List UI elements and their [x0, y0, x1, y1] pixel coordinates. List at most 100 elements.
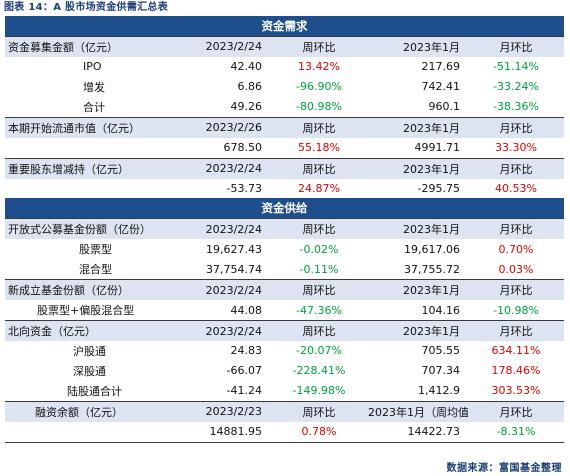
row-label: 混合型 — [79, 263, 112, 277]
header-cell: 融资余额（亿元） — [5, 400, 170, 422]
row-label: 沪股通 — [73, 344, 106, 358]
section-title: 资金需求 — [5, 16, 565, 37]
section-supply: 资金供给 — [5, 198, 565, 219]
cell: 1,412.9 — [418, 384, 460, 398]
table-row: 股票型+偏股混合型 44.08 -47.36% 104.16 -10.98% — [5, 300, 564, 320]
header-cell: 月环比 — [468, 320, 565, 341]
row-label: 股票型 — [79, 243, 112, 257]
header-cell: 2023年1月 — [368, 218, 468, 240]
cell: 13.42% — [298, 60, 340, 74]
header-cell: 周环比 — [270, 218, 368, 240]
cell: -66.07 — [226, 364, 262, 378]
table-row: 合计 49.26 -80.98% 960.1 -38.36% — [5, 97, 564, 117]
header-cell: 周环比 — [270, 35, 368, 57]
cell: 49.26 — [230, 100, 263, 114]
table-row: -53.73 24.87% -295.75 40.53% — [5, 179, 564, 199]
cell: -80.98% — [296, 100, 342, 114]
cell: 37,754.74 — [206, 262, 262, 276]
row-label — [5, 421, 170, 443]
cell: -33.24% — [493, 80, 539, 94]
header-cell: 2023年1月（周均值） — [368, 400, 468, 422]
cell: -149.98% — [292, 384, 346, 398]
table-row: IPO 42.40 13.42% 217.69 -51.14% — [5, 57, 564, 77]
cell: 707.34 — [421, 364, 461, 378]
cell: -38.36% — [493, 100, 539, 114]
header-cell: 2023/2/24 — [170, 320, 270, 341]
table-row: 678.50 55.18% 4991.71 33.30% — [5, 138, 564, 158]
header-row-holder: 重要股东增减持（亿元） 2023/2/24 周环比 2023年1月 月环比 — [5, 157, 565, 179]
row-label: 陆股通合计 — [67, 384, 122, 398]
cell: -295.75 — [417, 181, 460, 195]
cell: -53.73 — [226, 181, 262, 195]
header-cell: 月环比 — [468, 400, 565, 422]
cell: 6.86 — [237, 80, 263, 94]
header-row-fundraise: 资金募集金额（亿元） 2023/2/24 周环比 2023年1月 月环比 — [5, 35, 565, 57]
figure-caption: 图表 14：A 股市场资金供需汇总表 — [4, 2, 169, 13]
header-cell: 2023/2/24 — [170, 157, 270, 179]
table-row: 14881.95 0.78% 14422.73 -8.31% — [5, 421, 565, 443]
cell: 0.78% — [270, 421, 368, 443]
cell: 24.83 — [230, 344, 263, 358]
header-cell: 月环比 — [468, 35, 565, 57]
header-cell: 周环比 — [270, 400, 368, 422]
row-label — [5, 138, 170, 158]
cell: -47.36% — [296, 303, 342, 317]
cell: 33.30% — [495, 141, 537, 155]
cell: 0.03% — [498, 262, 534, 276]
cell: 705.55 — [421, 344, 461, 358]
cell: 178.46% — [491, 364, 541, 378]
header-cell: 2023年1月 — [368, 157, 468, 179]
cell: 19,627.43 — [206, 242, 262, 256]
header-cell: 2023/2/24 — [170, 218, 270, 240]
cell: 42.40 — [230, 60, 263, 74]
cell: -0.11% — [299, 262, 339, 276]
row-label: 增发 — [83, 80, 105, 94]
cell: 14422.73 — [368, 421, 468, 443]
table-row: 沪股通 24.83 -20.07% 705.55 634.11% — [5, 341, 564, 361]
header-row-openfund: 开放式公募基金份额（亿份） 2023/2/24 周环比 2023年1月 月环比 — [5, 218, 565, 240]
cell: 217.69 — [421, 60, 461, 74]
cell: 104.16 — [421, 303, 461, 317]
header-row-unlock: 本期开始流通市值（亿元） 2023/2/26 周环比 2023年1月 月环比 — [5, 116, 565, 138]
table-row: 混合型 37,754.74 -0.11% 37,755.72 0.03% — [5, 259, 564, 279]
cell: 742.41 — [421, 80, 461, 94]
header-row-northbound: 北向资金（亿元） 2023/2/24 周环比 2023年1月 月环比 — [5, 320, 565, 341]
header-cell: 周环比 — [270, 116, 368, 138]
fund-supply-demand-table: 资金需求 资金募集金额（亿元） 2023/2/24 周环比 2023年1月 月环… — [5, 16, 565, 443]
header-cell: 月环比 — [468, 279, 565, 301]
section-title: 资金供给 — [5, 198, 565, 219]
cell: -8.31% — [468, 421, 565, 443]
header-cell: 开放式公募基金份额（亿份） — [5, 218, 170, 240]
cell: -10.98% — [493, 303, 539, 317]
header-cell: 新成立基金份额（亿份） — [5, 279, 170, 301]
header-cell: 周环比 — [270, 320, 368, 341]
header-cell: 2023/2/23 — [170, 400, 270, 422]
header-cell: 月环比 — [468, 218, 565, 240]
header-cell: 2023/2/24 — [170, 35, 270, 57]
cell: -96.90% — [296, 80, 342, 94]
header-cell: 周环比 — [270, 157, 368, 179]
row-label: 股票型+偏股混合型 — [37, 304, 135, 318]
cell: 24.87% — [298, 181, 340, 195]
header-cell: 重要股东增减持（亿元） — [5, 157, 170, 179]
cell: -41.24 — [226, 384, 262, 398]
header-row-newfund: 新成立基金份额（亿份） 2023/2/24 周环比 2023年1月 月环比 — [5, 279, 565, 301]
header-cell: 北向资金（亿元） — [5, 320, 170, 341]
table-row: 深股通 -66.07 -228.41% 707.34 178.46% — [5, 361, 564, 381]
row-label — [5, 179, 170, 199]
header-row-margin: 融资余额（亿元） 2023/2/23 周环比 2023年1月（周均值） 月环比 — [5, 400, 565, 422]
cell: -0.02% — [299, 242, 339, 256]
cell: 40.53% — [495, 181, 537, 195]
cell: 55.18% — [298, 141, 340, 155]
header-cell: 2023年1月 — [368, 116, 468, 138]
cell: 960.1 — [428, 100, 461, 114]
cell: 37,755.72 — [404, 262, 460, 276]
header-cell: 2023年1月 — [368, 35, 468, 57]
header-cell: 资金募集金额（亿元） — [5, 35, 170, 57]
cell: 19,617.06 — [404, 242, 460, 256]
cell: 4991.71 — [414, 141, 461, 155]
row-label: 深股通 — [73, 364, 106, 378]
row-label: IPO — [83, 60, 102, 74]
header-cell: 2023年1月 — [368, 320, 468, 341]
header-cell: 本期开始流通市值（亿元） — [5, 116, 170, 138]
